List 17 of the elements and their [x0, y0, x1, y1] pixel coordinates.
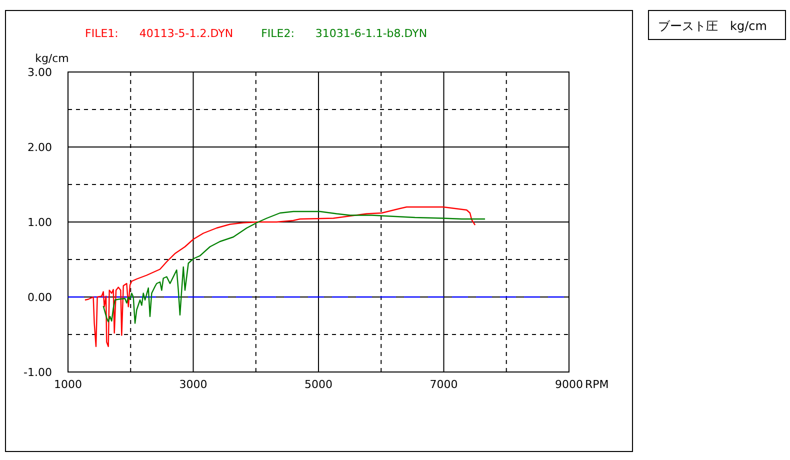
x-axis-title: RPM: [585, 378, 609, 391]
y-tick-label: 0.00: [28, 291, 52, 304]
line-series: [102, 210, 486, 324]
x-tick-label: 3000: [179, 378, 208, 391]
y-tick-label: 1.00: [28, 216, 52, 229]
text: FILE1: 40113-5-1.2.DYN: [85, 27, 234, 40]
x-tick-label: 5000: [304, 378, 332, 391]
y-tick-label: -1.00: [24, 366, 52, 379]
text: FILE2: 31031-6-1.1-b8.DYN: [261, 27, 428, 40]
text: ブースト圧 kg/cm: [658, 19, 767, 33]
x-tick-label: 1000: [54, 378, 82, 391]
line-series: [84, 206, 476, 348]
x-tick-label: 9000: [555, 378, 583, 391]
y-tick-label: 2.00: [28, 141, 52, 154]
x-tick-label: 7000: [430, 378, 458, 391]
y-tick-label: 3.00: [28, 66, 52, 79]
y-axis-title: kg/cm: [35, 52, 69, 65]
